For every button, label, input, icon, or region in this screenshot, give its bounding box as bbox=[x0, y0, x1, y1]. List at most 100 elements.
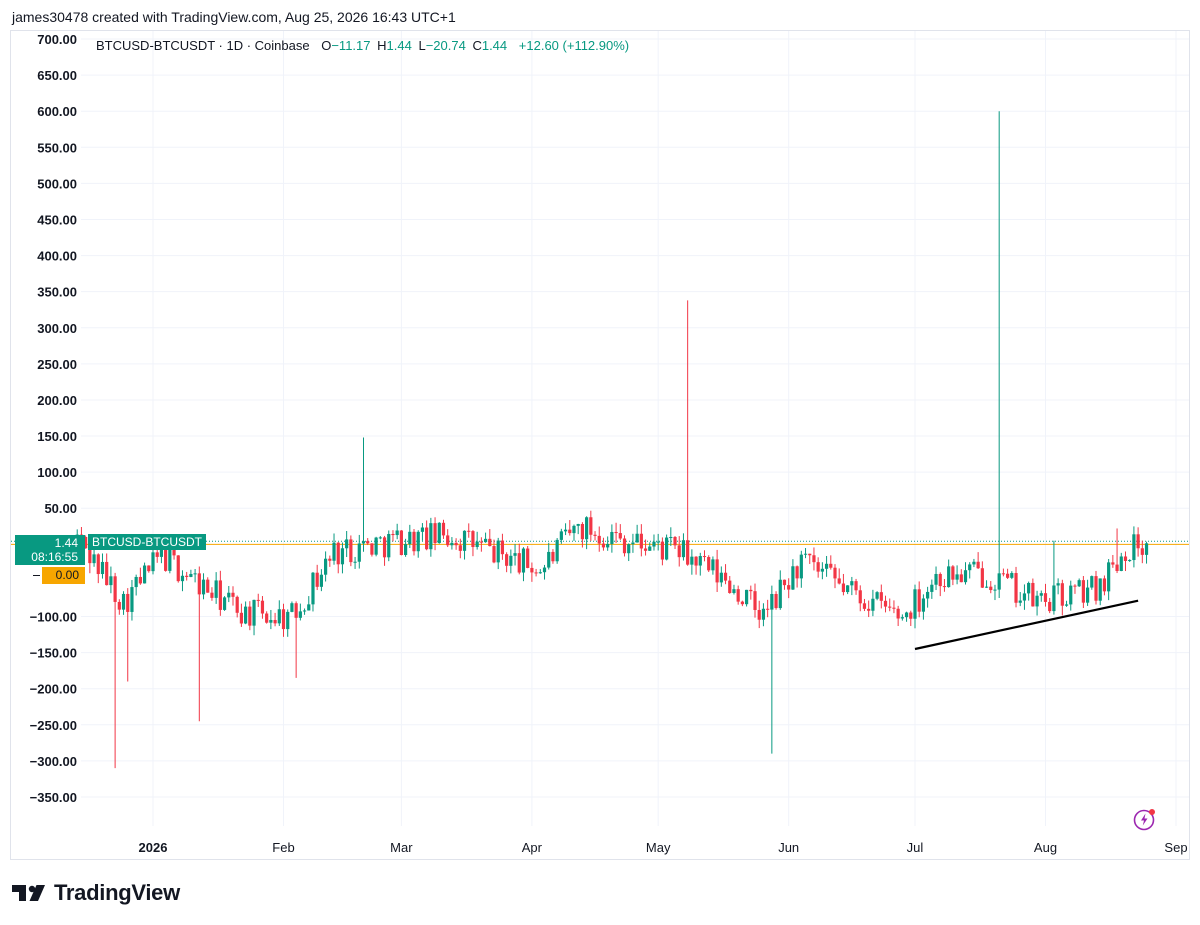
candle bbox=[926, 586, 930, 608]
candle bbox=[374, 536, 378, 557]
candle-body bbox=[947, 566, 951, 588]
candle-body bbox=[244, 606, 248, 624]
x-tick-label: Sep bbox=[1164, 840, 1187, 855]
candle bbox=[340, 542, 345, 574]
candle bbox=[84, 535, 88, 549]
candle-body bbox=[951, 566, 955, 580]
y-tick-label: 50.00 bbox=[44, 501, 77, 516]
candle bbox=[231, 586, 235, 606]
candle-body bbox=[854, 581, 858, 591]
candle-body bbox=[521, 548, 526, 573]
candle-body bbox=[1018, 600, 1022, 603]
candle-body bbox=[100, 561, 105, 575]
candle bbox=[614, 522, 618, 543]
candle bbox=[850, 576, 854, 596]
candle bbox=[214, 572, 218, 604]
x-axis: 2026 Feb Mar Apr May Jun Jul Aug Sep bbox=[139, 840, 1188, 855]
candle-body bbox=[585, 517, 589, 540]
candle-body bbox=[138, 576, 142, 584]
candle bbox=[513, 543, 517, 566]
candle bbox=[589, 510, 593, 541]
candle-body bbox=[324, 558, 328, 575]
candle bbox=[610, 524, 614, 553]
candle bbox=[109, 566, 113, 594]
candle bbox=[989, 581, 993, 594]
candle-body bbox=[749, 589, 753, 592]
candle-body bbox=[824, 563, 829, 569]
candle-body bbox=[707, 557, 711, 571]
candle-body bbox=[1056, 583, 1060, 586]
candle bbox=[382, 535, 387, 566]
candle-body bbox=[955, 574, 959, 580]
candle-body bbox=[513, 553, 517, 556]
candle-body bbox=[913, 589, 917, 619]
candle-body bbox=[1119, 556, 1123, 571]
candle bbox=[235, 595, 239, 618]
candle-body bbox=[218, 580, 222, 610]
y-tick-label: 500.00 bbox=[37, 176, 77, 191]
candle bbox=[968, 562, 972, 579]
candle bbox=[728, 575, 732, 594]
candle-body bbox=[702, 556, 707, 558]
candle bbox=[1144, 541, 1149, 564]
candle-body bbox=[850, 581, 854, 586]
candle bbox=[1077, 578, 1081, 588]
candle bbox=[100, 553, 105, 579]
candle bbox=[189, 569, 193, 578]
candle-body bbox=[147, 565, 151, 572]
candle-body bbox=[117, 601, 121, 610]
candle bbox=[993, 584, 997, 601]
candle-body bbox=[340, 548, 345, 565]
candle-body bbox=[290, 603, 294, 612]
candle bbox=[1014, 566, 1018, 608]
candle bbox=[808, 553, 812, 564]
candle-body bbox=[159, 545, 164, 557]
candle-body bbox=[871, 598, 875, 611]
candle bbox=[138, 567, 142, 585]
candle bbox=[176, 555, 180, 583]
candle-body bbox=[526, 548, 530, 568]
candle-body bbox=[1027, 582, 1031, 594]
lightning-icon[interactable] bbox=[1133, 807, 1157, 831]
candle bbox=[702, 550, 707, 562]
chart-frame[interactable]: 700.00 650.00 600.00 550.00 500.00 450.00 400.… bbox=[10, 30, 1190, 860]
candle bbox=[778, 570, 782, 610]
tradingview-logo[interactable]: TradingView bbox=[12, 880, 180, 906]
candle bbox=[766, 599, 770, 618]
candle bbox=[500, 533, 505, 560]
candle bbox=[618, 524, 622, 541]
candle bbox=[412, 529, 416, 556]
candle bbox=[227, 585, 231, 603]
candle-body bbox=[281, 609, 286, 630]
candle-body bbox=[542, 567, 547, 573]
candle-body bbox=[753, 591, 757, 610]
candle-body bbox=[1064, 604, 1069, 606]
candle-body bbox=[904, 612, 909, 618]
candle bbox=[791, 559, 795, 590]
candle bbox=[972, 558, 976, 568]
candle-body bbox=[408, 531, 412, 545]
candle bbox=[462, 530, 467, 560]
candle-body bbox=[627, 544, 631, 554]
candle-body bbox=[1014, 573, 1018, 603]
candle bbox=[707, 555, 711, 573]
drawings[interactable] bbox=[914, 599, 1139, 651]
symbol-legend[interactable]: BTCUSD-BTCUSDT · 1D · Coinbase O−11.17 H… bbox=[96, 38, 629, 53]
candle-body bbox=[719, 572, 723, 583]
candle bbox=[92, 547, 96, 567]
price-chart[interactable]: 700.00 650.00 600.00 550.00 500.00 450.00 400.… bbox=[11, 31, 1189, 859]
candle bbox=[1107, 559, 1111, 601]
candle bbox=[883, 595, 888, 613]
candle bbox=[1064, 600, 1069, 607]
y-tick-label: 450.00 bbox=[37, 212, 77, 227]
candle bbox=[757, 600, 761, 629]
candle bbox=[1035, 590, 1039, 616]
candle bbox=[833, 564, 837, 589]
candle bbox=[126, 588, 130, 682]
candle-body bbox=[214, 580, 218, 598]
candle-body bbox=[816, 562, 820, 572]
candle bbox=[1119, 552, 1123, 572]
candle bbox=[656, 533, 660, 551]
candle bbox=[803, 548, 808, 559]
candle-body bbox=[761, 608, 766, 620]
